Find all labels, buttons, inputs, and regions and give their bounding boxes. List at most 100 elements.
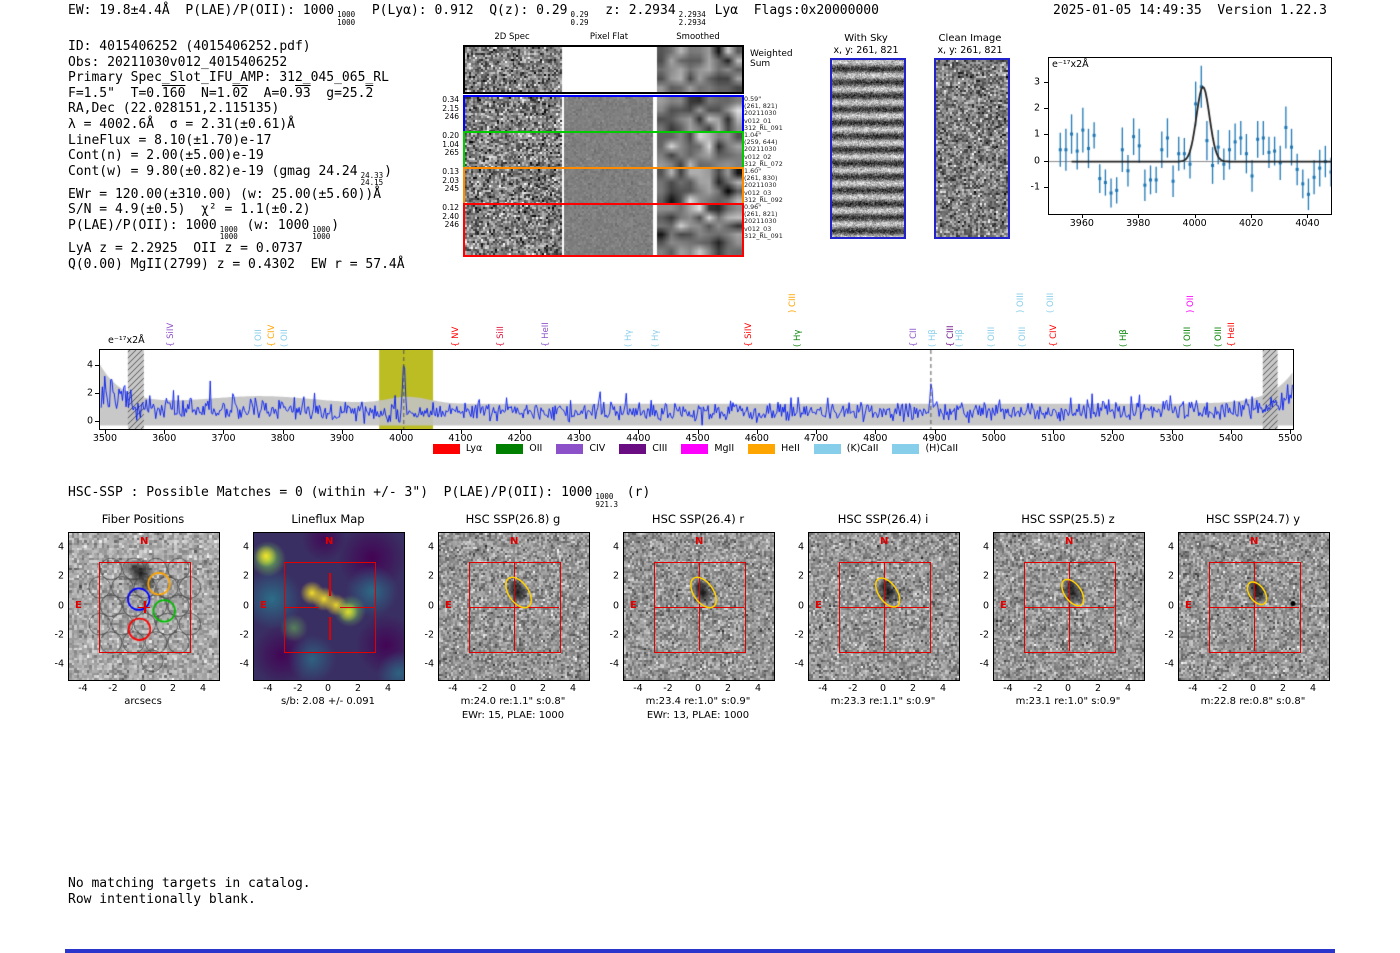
fraction-bottom: 0.29 xyxy=(570,17,589,27)
legend-swatch xyxy=(681,443,709,454)
spectrum-y-tick-mark xyxy=(95,365,99,367)
emission-line-label-OII: ) OII xyxy=(1186,295,1196,313)
info-line: LyA z = 2.2925 OII z = 0.0737 xyxy=(68,241,405,257)
legend-label: Lyα xyxy=(465,443,483,454)
emission-line-label-Hγ: ( Hγ xyxy=(793,329,803,347)
panel-x-tick-label: -4 xyxy=(78,683,88,694)
line-fit-x-tick-mark xyxy=(1251,214,1253,218)
legend-swatch xyxy=(432,443,460,454)
text-segment: Cont(w) = 9.80(±0.82)e-19 (gmag 24.24 xyxy=(68,163,358,179)
cutout-row-2-right-labels: 1.04" (259, 644) 20211030 v012_02 312_RL_072 xyxy=(744,131,783,168)
line-fit-y-tick-label: 3 xyxy=(1033,76,1040,88)
line-fit-x-tick-label: 3960 xyxy=(1069,218,1094,229)
panel-y-tick-label: 2 xyxy=(982,570,989,582)
panel-r-caption-1: m:23.4 re:1.0" s:0.9" xyxy=(645,696,751,707)
lineflux-crosshair-top xyxy=(329,572,331,597)
cutout-right-value: 20211030 xyxy=(744,217,777,226)
panel-g-north-label: N xyxy=(510,536,519,547)
spectrum-x-tick-mark xyxy=(875,430,877,434)
spectrum-x-tick-label: 3800 xyxy=(270,433,295,444)
fraction: 1000 1000 xyxy=(312,226,330,241)
panel-fiber-north-label: N xyxy=(140,536,149,547)
line-fit-x-tick-label: 4040 xyxy=(1295,218,1320,229)
cutout-right-value: 0.59" xyxy=(744,95,762,103)
line-fit-y-tick-mark xyxy=(1044,160,1048,162)
panel-y-tick-label: -2 xyxy=(609,629,619,641)
panel-y-tick-label: 4 xyxy=(797,541,804,553)
emission-line-label-SiIV: { SiIV xyxy=(166,322,176,347)
panel-x-tick-label: -2 xyxy=(1033,683,1043,694)
fraction-bottom: 921.3 xyxy=(595,499,618,509)
panel-y-tick-label: 2 xyxy=(427,570,434,582)
panel-y-east-label: E xyxy=(1185,599,1192,611)
cutout-right-value: 1.60" xyxy=(744,167,762,175)
panel-y-tick-label: 0 xyxy=(797,600,804,611)
panel-y-tick-label: 0 xyxy=(242,600,249,611)
fraction: 1000 921.3 xyxy=(595,493,618,508)
weighted-sum-line: Weighted xyxy=(750,49,793,59)
info-line: RA,Dec (22.028151,2.115135) xyxy=(68,101,405,117)
panel-y-tick-label: 2 xyxy=(612,570,619,582)
spectrum-x-tick-label: 4700 xyxy=(804,433,829,444)
cutout-right-value: v012_02 xyxy=(744,152,772,161)
text-segment: LyA z = 2.2925 OII z = 0.0737 xyxy=(68,240,303,256)
panel-z-crosshair-v xyxy=(1069,562,1070,651)
panel-y-tick-label: 0 xyxy=(57,600,64,611)
fraction-top: 2.2934 xyxy=(678,10,706,19)
cutout-row-1 xyxy=(463,95,744,134)
line-fit-y-tick-mark xyxy=(1044,186,1048,188)
panel-i-source-ellipse xyxy=(875,577,901,608)
panel-z-east-label: E xyxy=(1000,599,1007,611)
text-segment: g=25. xyxy=(310,85,366,101)
cutout-row-0-image xyxy=(465,47,742,92)
next-page-edge xyxy=(65,949,1335,953)
panel-y-tick-label: 4 xyxy=(612,541,619,553)
panel-x-tick-label: 4 xyxy=(384,683,392,694)
lineflux-crosshair-left xyxy=(284,606,319,608)
fraction: 2.2934 2.2934 xyxy=(679,11,706,26)
text-segment: 02 xyxy=(232,85,249,101)
info-line: Cont(n) = 2.00(±5.00)e-19 xyxy=(68,148,405,164)
panel-x-tick-label: 2 xyxy=(169,683,177,694)
line-fit-x-tick-mark xyxy=(1194,214,1196,218)
panel-x-tick-label: 0 xyxy=(694,683,702,694)
spectrum-x-tick-label: 4100 xyxy=(448,433,473,444)
cutout-row-4 xyxy=(463,203,744,257)
cutout-row-1-left-labels: 0.34 2.15 246 xyxy=(431,95,459,122)
emission-line-label-Hβ: ( Hβ xyxy=(928,329,938,347)
panel-x-tick-label: -4 xyxy=(818,683,828,694)
panel-y-tick-label: 4 xyxy=(427,541,434,553)
spectrum-x-tick-mark xyxy=(697,430,699,434)
cutout-right-value: 20211030 xyxy=(744,145,777,154)
cutout-left-value: 0.13 xyxy=(442,167,459,176)
cutout-left-value: 0.34 xyxy=(442,95,459,104)
panel-lineflux-image xyxy=(254,533,404,680)
line-fit-canvas xyxy=(1049,58,1331,214)
panel-i-east-label: E xyxy=(815,599,822,611)
panel-y-tick-label: 2 xyxy=(797,570,804,582)
panel-y-tick-label: -4 xyxy=(424,658,434,670)
report-timestamp-version: 2025-01-05 14:49:35 Version 1.22.3 xyxy=(1053,3,1327,18)
legend-label: CIV xyxy=(589,443,606,454)
with-sky-title: With Sky xyxy=(844,33,888,44)
panel-y-tick-label: 0 xyxy=(427,600,434,611)
cutout-row-4-left-labels: 0.12 2.40 246 xyxy=(431,203,459,230)
spectrum-x-tick-label: 4200 xyxy=(507,433,532,444)
lineflux-crosshair-right xyxy=(339,606,374,608)
panel-y-caption-1: m:22.8 re:0.8" s:0.8" xyxy=(1200,696,1306,707)
info-line: EWr = 120.00(±310.00) (w: 25.00(±5.60))Å xyxy=(68,187,405,203)
panel-y-tick-label: 0 xyxy=(982,600,989,611)
panel-z-caption-1: m:23.1 re:1.0" s:0.9" xyxy=(1015,696,1121,707)
panel-x-tick-label: -2 xyxy=(663,683,673,694)
legend-item-Lyα: Lyα xyxy=(432,443,483,454)
panel-x-tick-label: 0 xyxy=(879,683,887,694)
panel-y-tick-label: 4 xyxy=(982,541,989,553)
panel-y-tick-label: -4 xyxy=(609,658,619,670)
text-segment: 160 xyxy=(161,85,186,101)
panel-x-tick-label: 4 xyxy=(939,683,947,694)
